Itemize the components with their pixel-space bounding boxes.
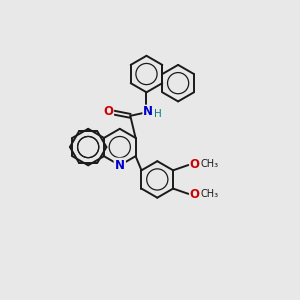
- Text: N: N: [143, 105, 153, 118]
- Text: H: H: [154, 109, 162, 119]
- Text: O: O: [190, 158, 200, 171]
- Text: O: O: [103, 105, 113, 118]
- Text: CH₃: CH₃: [201, 190, 219, 200]
- Text: N: N: [115, 159, 125, 172]
- Text: CH₃: CH₃: [201, 159, 219, 170]
- Text: O: O: [190, 188, 200, 201]
